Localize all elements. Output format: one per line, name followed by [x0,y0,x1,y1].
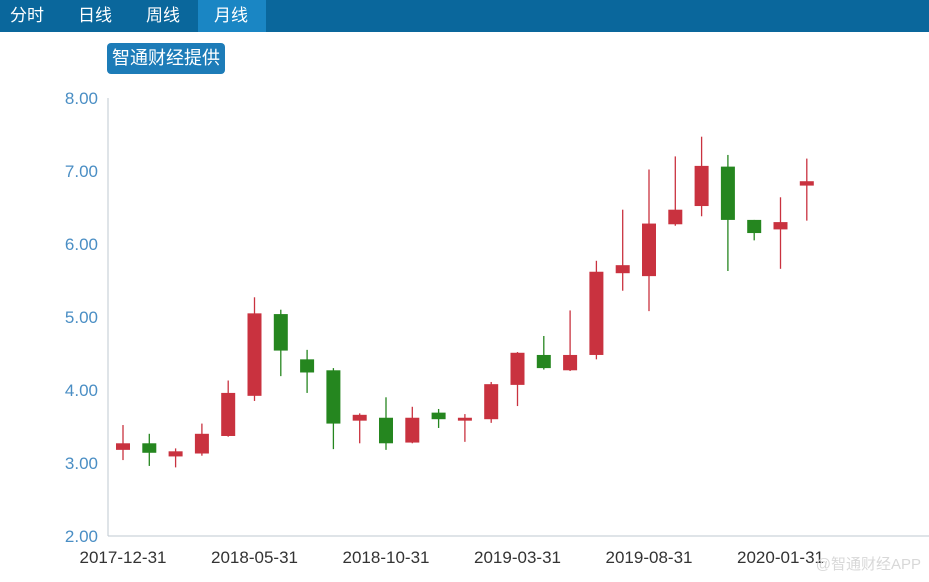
candle-body [484,384,499,420]
candle-body [168,451,183,457]
candle-body [589,271,604,355]
candle-body [510,352,525,385]
candle [484,381,499,423]
source-badge: 智通财经提供 [107,43,225,74]
candle [457,414,472,442]
candle-body [352,414,367,421]
candle-body [221,392,236,436]
candle-body [273,314,288,351]
candle [773,197,788,269]
candle [563,310,578,372]
y-tick-label: 3.00 [65,454,98,473]
y-tick-label: 6.00 [65,235,98,254]
chart-axes [107,98,929,537]
candle-body [116,443,130,450]
candle [642,169,656,312]
candle [221,380,236,437]
tab-monthly[interactable]: 月线 [198,0,266,32]
candle [510,352,525,407]
tab-weekly[interactable]: 周线 [146,6,180,25]
candle-body [720,166,735,220]
x-tick-label: 2017-12-31 [80,548,167,567]
candle-body [326,370,341,424]
x-axis-ticks: 2017-12-31 2018-05-31 2018-10-31 2019-03-31… [80,548,824,567]
y-tick-label: 2.00 [65,527,98,546]
x-tick-label: 2019-03-31 [474,548,561,567]
candle [194,423,209,456]
tab-intraday[interactable]: 分时 [10,6,44,25]
candle-body [431,412,446,420]
x-tick-label: 2018-10-31 [343,548,430,567]
candle-body [668,209,683,225]
candle [379,397,393,450]
candle-body [379,417,393,444]
candle [326,368,341,450]
candle-body [747,219,762,234]
y-tick-label: 4.00 [65,381,98,400]
candle [352,413,367,444]
period-tab-bar: 分时 日线 周线 月线 [0,0,929,32]
x-tick-label: 2020-01-31 [737,548,824,567]
candle [720,154,735,272]
y-tick-label: 8.00 [65,89,98,108]
x-tick-label: 2019-08-31 [606,548,693,567]
candle [668,156,683,226]
candle [142,433,157,466]
candle-body [247,313,262,396]
candle-body [799,181,814,186]
candle [273,309,288,377]
candle [168,448,183,468]
candle-body [615,265,630,274]
candle [536,335,551,370]
candle [615,209,630,291]
candle-body [563,354,578,371]
candle [694,136,709,217]
candle [799,158,814,221]
candle-body [457,417,472,421]
candle-body [642,223,656,277]
candle [247,297,262,401]
x-tick-label: 2018-05-31 [211,548,298,567]
candle [747,219,762,241]
candle-body [536,354,551,369]
candle [300,349,315,393]
candle-body [405,417,420,443]
candle [431,408,446,428]
y-tick-label: 7.00 [65,162,98,181]
y-axis-ticks: 2.00 3.00 4.00 5.00 6.00 7.00 8.00 [65,89,98,546]
watermark: @智通财经APP [815,556,921,573]
candles [116,136,814,468]
candle-body [194,433,209,454]
candle-body [300,359,315,373]
y-tick-label: 5.00 [65,308,98,327]
candle [405,406,420,444]
candle-body [694,165,709,207]
tab-daily[interactable]: 日线 [78,6,112,25]
candle [589,260,604,360]
candle [116,425,130,461]
candle-body [142,443,157,453]
candle-body [773,222,788,230]
